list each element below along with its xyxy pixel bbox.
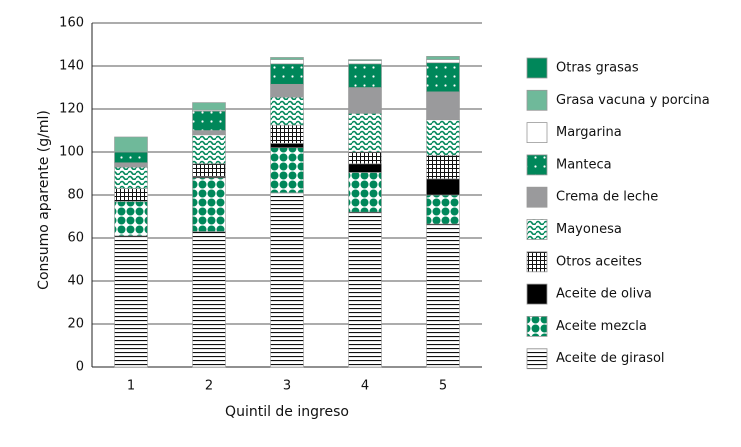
legend-label: Otros aceites: [556, 254, 642, 269]
x-axis-title: Quintil de ingreso: [225, 404, 349, 420]
bar-segment: [348, 163, 382, 173]
x-tick-label: 2: [205, 379, 213, 394]
y-tick-label: 60: [67, 231, 84, 246]
bar-segment: [426, 62, 460, 93]
bar-segment: [192, 102, 226, 111]
bar-segment: [270, 192, 304, 368]
legend-swatch: [526, 186, 548, 208]
bar-segment: [192, 163, 226, 178]
bar-segment: [270, 124, 304, 144]
bar-segment: [270, 57, 304, 60]
bar-segment: [114, 151, 148, 164]
legend-label: Aceite de oliva: [556, 287, 652, 302]
legend-swatch: [526, 251, 548, 273]
bar-segment: [192, 130, 226, 136]
x-tick-label: 4: [361, 379, 369, 394]
legend-label: Aceite mezcla: [556, 319, 647, 334]
bar-segment: [192, 134, 226, 165]
y-tick-label: 20: [67, 317, 84, 332]
x-tick-label: 5: [439, 379, 447, 394]
bar-segment: [426, 223, 460, 368]
x-tick-label: 3: [283, 379, 291, 394]
bar-segment: [426, 154, 460, 180]
bar-segment: [114, 166, 148, 189]
legend-swatch: [526, 348, 548, 370]
legend-swatch: [526, 219, 548, 240]
legend-label: Manteca: [556, 157, 612, 172]
bar-segment: [270, 143, 304, 148]
legend-swatch: [526, 315, 548, 337]
bar-segment: [114, 136, 148, 153]
bar-segment: [114, 188, 148, 202]
bar-segment: [348, 60, 382, 65]
bar-segment: [270, 83, 304, 98]
legend-swatch: [526, 283, 548, 305]
bar-segment: [426, 91, 460, 121]
bar-segment: [348, 59, 382, 61]
bar-segment: [348, 151, 382, 165]
legend-label: Otras grasas: [556, 61, 639, 76]
bar-segment: [348, 172, 382, 213]
bar-segment: [114, 235, 148, 368]
bar-segment: [270, 96, 304, 126]
y-tick-label: 0: [76, 360, 84, 375]
y-tick-label: 120: [59, 102, 84, 117]
legend-swatch: [526, 154, 548, 176]
legend-swatch: [526, 89, 548, 111]
legend-label: Crema de leche: [556, 190, 658, 205]
bar-segment: [426, 59, 460, 64]
bar-segment: [426, 119, 460, 156]
y-tick-label: 140: [59, 59, 84, 74]
bar-segment: [348, 211, 382, 368]
y-tick-label: 80: [67, 188, 84, 203]
legend-swatch: [526, 122, 548, 143]
bar-segment: [426, 194, 460, 225]
legend-label: Margarina: [556, 125, 622, 140]
bar-segment: [348, 87, 382, 114]
y-axis-title: Consumo aparente (g/ml): [36, 110, 52, 290]
bar-segment: [270, 147, 304, 194]
bar-segment: [192, 110, 226, 131]
legend-label: Grasa vacuna y porcina: [556, 93, 710, 108]
bar-segment: [348, 113, 382, 153]
bar-segment: [192, 231, 226, 368]
bar-segment: [270, 59, 304, 65]
bar-segment: [192, 177, 226, 232]
y-tick-label: 160: [59, 16, 84, 31]
bar-segment: [426, 56, 460, 60]
bar-segment: [348, 63, 382, 88]
legend-label: Mayonesa: [556, 222, 622, 237]
bar-segment: [270, 63, 304, 85]
legend-label: Aceite de girasol: [556, 351, 665, 366]
y-tick-label: 100: [59, 145, 84, 160]
bar-segment: [114, 162, 148, 168]
x-tick-label: 1: [127, 379, 135, 394]
bar-segment: [426, 178, 460, 196]
bar-segment: [114, 201, 148, 237]
y-tick-label: 40: [67, 274, 84, 289]
legend-swatch: [526, 57, 548, 79]
